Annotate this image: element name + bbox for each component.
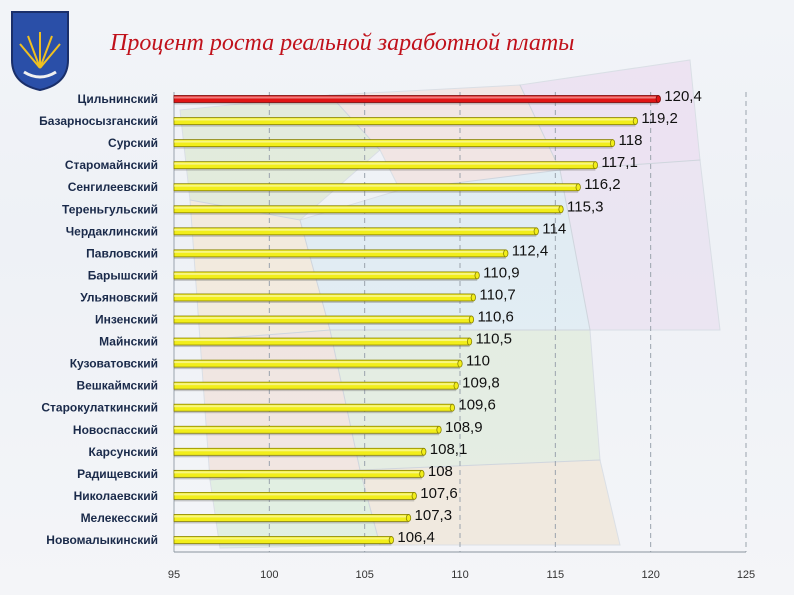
bar	[173, 536, 394, 546]
category-label: Радищевский	[77, 467, 158, 481]
bar	[173, 491, 417, 502]
x-tick-label: 105	[355, 569, 373, 581]
data-label: 120,4	[664, 88, 702, 105]
category-label: Майнский	[99, 335, 158, 349]
data-label: 116,2	[584, 176, 620, 193]
data-label: 114	[542, 220, 566, 237]
category-label: Базарносызганский	[39, 114, 158, 128]
bar	[173, 514, 412, 524]
category-label: Павловский	[86, 246, 158, 260]
data-label: 110	[466, 353, 490, 370]
category-label: Цильнинский	[78, 92, 158, 106]
category-label: Ульяновский	[80, 290, 158, 304]
x-tick-label: 100	[260, 569, 278, 581]
data-label: 117,1	[601, 154, 637, 171]
data-label: 118	[619, 132, 643, 149]
page-title: Процент роста реальной заработной платы	[110, 30, 575, 56]
bar	[173, 469, 425, 480]
category-label: Сенгилеевский	[68, 180, 158, 194]
bar	[173, 227, 539, 237]
category-label: Карсунский	[88, 445, 158, 459]
data-label: 110,9	[483, 264, 519, 281]
category-label: Сурский	[108, 136, 158, 150]
category-label: Новомалыкинский	[46, 533, 158, 547]
x-tick-label: 115	[547, 569, 565, 581]
bar	[173, 403, 455, 414]
data-label: 108,9	[445, 419, 483, 436]
bar	[173, 183, 581, 193]
category-label: Барышский	[88, 268, 158, 282]
category-label: Чердаклинский	[66, 224, 158, 238]
category-label: Старомайнский	[65, 158, 158, 172]
bar	[173, 249, 509, 259]
data-label: 115,3	[567, 198, 603, 215]
bar	[173, 95, 661, 105]
bar	[173, 337, 473, 348]
data-label: 108	[428, 463, 453, 480]
category-label: Новоспасский	[73, 423, 158, 437]
data-label: 106,4	[397, 529, 435, 546]
category-label: Кузоватовский	[70, 357, 158, 371]
bar	[173, 315, 475, 325]
x-tick-label: 125	[737, 569, 755, 581]
bar	[173, 117, 639, 127]
bar	[173, 271, 480, 281]
data-label: 110,6	[477, 309, 513, 326]
x-tick-label: 95	[168, 569, 180, 581]
bar	[173, 139, 616, 149]
category-label: Мелекесский	[81, 511, 158, 525]
x-tick-label: 120	[641, 569, 659, 581]
data-label: 108,1	[430, 441, 468, 458]
data-label: 107,6	[420, 485, 458, 502]
data-label: 107,3	[415, 507, 453, 524]
data-label: 112,4	[512, 242, 548, 259]
data-label: 110,5	[476, 331, 512, 348]
bar	[173, 447, 427, 458]
data-label: 109,8	[462, 375, 500, 392]
category-label: Старокулаткинский	[41, 401, 158, 415]
bar	[173, 205, 564, 215]
bar	[173, 359, 463, 370]
bar	[173, 425, 442, 436]
bar	[173, 381, 459, 392]
category-label: Николаевский	[74, 489, 158, 503]
bar	[173, 293, 476, 303]
data-label: 119,2	[641, 110, 677, 127]
bar	[173, 161, 598, 171]
data-label: 110,7	[479, 286, 515, 303]
data-label: 109,6	[458, 397, 496, 414]
x-tick-label: 110	[451, 569, 469, 581]
emblem-icon	[11, 11, 69, 92]
category-label: Вешкаймский	[76, 379, 158, 393]
category-label: Инзенский	[95, 313, 158, 327]
category-label: Тереньгульский	[62, 202, 158, 216]
